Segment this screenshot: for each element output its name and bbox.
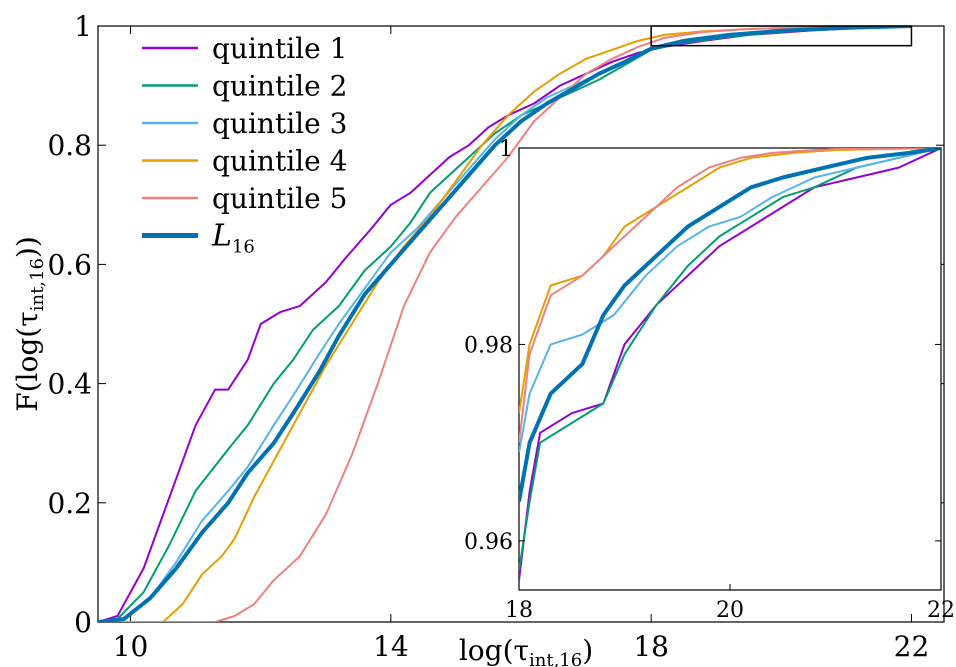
inset-plot-frame [518,147,942,591]
x-tick-label: 14 [373,630,409,663]
legend-label-quintile-2: quintile 2 [212,70,347,103]
inset-series-line-quintile-5 [519,148,941,443]
inset-y-tick-label: 0.96 [464,530,513,555]
inset-y-tick-label: 0.98 [464,333,513,358]
y-axis-label: F(log(τint,16)) [11,236,48,412]
y-tick-label: 0.2 [47,487,92,520]
series-line-l-16 [98,26,912,622]
inset-y-tick-label: 1 [499,137,513,162]
inset-series-line-l-16 [519,148,941,502]
legend-label-l16: L16 [211,219,255,258]
y-tick-label: 0.4 [47,368,92,401]
y-tick-label: 0 [74,606,92,639]
x-tick-label: 22 [894,630,930,663]
main-plot-area: 10 14 18 22 0 0.2 0.4 0.6 0.8 1 [47,10,945,663]
legend-label-quintile-5: quintile 5 [212,182,347,215]
main-plot-frame [97,25,945,623]
inset-x-tick-label: 20 [716,598,744,623]
x-tick-label: 18 [633,630,669,663]
inset-zoom-box [650,25,913,47]
legend: quintile 1 quintile 2 quintile 3 quintile 4… [142,32,347,258]
x-axis-label: log(τint,16) [459,634,593,667]
x-tick-label: 10 [113,630,149,663]
inset-x-tick-label: 18 [505,598,533,623]
inset-series-line-quintile-1 [519,148,941,581]
y-tick-label: 0.6 [47,248,92,281]
inset-x-tick-label: 22 [927,598,955,623]
series-line-quintile-5 [98,26,912,622]
y-tick-label: 0.8 [47,129,92,162]
y-tick-label: 1 [74,10,92,43]
legend-label-quintile-1: quintile 1 [212,32,347,65]
inset-plot-area: 18 20 22 0.96 0.98 1 [464,137,955,623]
series-line-quintile-4 [98,26,912,622]
inset-series-line-quintile-3 [519,148,941,453]
legend-label-quintile-4: quintile 4 [212,145,347,178]
legend-label-quintile-3: quintile 3 [212,107,347,140]
inset-series-line-quintile-2 [519,148,941,571]
inset-series-line-quintile-4 [519,148,941,414]
